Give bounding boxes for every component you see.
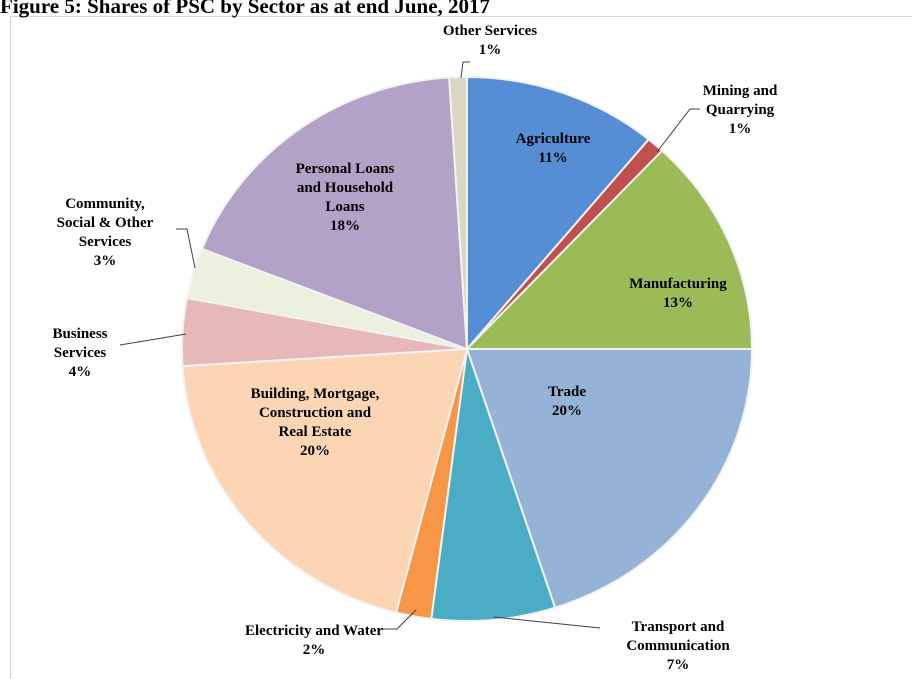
slice-label: Personal Loans and Household Loans <box>295 161 395 215</box>
chart-border <box>10 16 912 679</box>
slice-label: Electricity and Water <box>244 623 384 639</box>
slice-label: Building, Mortgage, Construction and Rea… <box>250 386 380 440</box>
leader-line <box>460 61 470 79</box>
leader-line <box>493 616 601 629</box>
pie-slice <box>181 347 469 614</box>
slice-label: Trade <box>547 384 587 400</box>
slice-value-label: 20% <box>300 443 330 459</box>
pie-slice <box>466 75 651 352</box>
pie-slice <box>465 348 754 609</box>
slice-label: Transport and Communication <box>626 619 730 654</box>
leader-line <box>119 333 187 346</box>
leader-line <box>382 609 417 630</box>
slice-label: Other Services <box>442 23 538 39</box>
pie-slice <box>448 75 468 350</box>
slice-value-label: 7% <box>666 657 690 673</box>
slice-label: Business Services <box>52 326 108 361</box>
leader-line <box>656 108 700 153</box>
slice-label: Community, Social & Other Services <box>56 196 154 250</box>
slice-value-label: 1% <box>478 42 502 58</box>
slice-value-label: 13% <box>663 295 693 311</box>
pie-slice <box>200 76 469 351</box>
chart-title: Figure 5: Shares of PSC by Sector as at … <box>0 0 491 18</box>
slice-value-label: 4% <box>68 364 92 380</box>
slice-label: Agriculture <box>515 131 591 147</box>
leader-line <box>176 228 196 269</box>
pie-slice <box>464 149 754 350</box>
slice-value-label: 18% <box>330 218 360 234</box>
slice-value-label: 3% <box>93 253 117 269</box>
slice-label: Manufacturing <box>629 276 727 292</box>
slice-value-label: 11% <box>538 150 568 166</box>
pie-slice <box>430 348 557 622</box>
slice-label: Mining and Quarrying <box>702 83 778 118</box>
slice-value-label: 2% <box>302 642 326 658</box>
slice-value-label: 20% <box>552 403 582 419</box>
slice-value-label: 1% <box>728 121 752 137</box>
